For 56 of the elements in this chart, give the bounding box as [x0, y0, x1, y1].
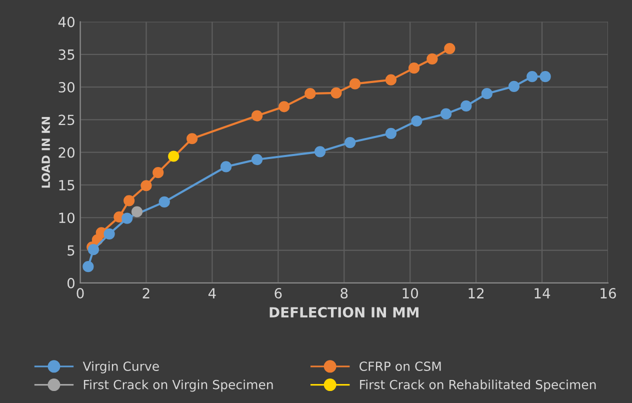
point [481, 88, 492, 100]
point [304, 88, 316, 100]
x-tick-label: 4 [208, 288, 216, 298]
legend-label: CFRP on CSM [360, 362, 441, 371]
x-axis-title: DEFLECTION IN MM [270, 307, 418, 318]
point [385, 128, 397, 139]
point [314, 146, 326, 158]
x-tick-label: 6 [274, 288, 282, 299]
y-tick-label: 0 [67, 278, 74, 288]
point [385, 74, 397, 86]
y-tick-label: 20 [58, 147, 74, 158]
x-tick-label: 16 [600, 288, 616, 299]
point [220, 161, 232, 172]
x-tick-label: 10 [402, 288, 418, 299]
point [344, 136, 356, 148]
point [82, 261, 94, 272]
point [460, 100, 472, 112]
x-tick-label: 8 [340, 288, 348, 299]
point [440, 108, 452, 120]
point [122, 212, 133, 224]
point [251, 110, 263, 122]
point [526, 71, 538, 82]
point [508, 80, 520, 92]
legend-label: First Crack on Virgin Specimen [84, 380, 273, 392]
x-tick-label: 12 [468, 288, 484, 298]
point [186, 133, 198, 144]
y-tick-label: 40 [58, 16, 74, 28]
point [168, 150, 180, 162]
y-tick-label: 25 [58, 114, 74, 126]
point [158, 196, 170, 208]
y-tick-label: 15 [59, 180, 74, 190]
point [88, 244, 100, 256]
point [444, 42, 456, 54]
legend-label: Virgin Curve [82, 361, 159, 374]
point [152, 167, 164, 178]
point [124, 195, 135, 206]
point [104, 228, 115, 240]
y-axis-title: LOAD IN KN [42, 116, 50, 188]
x-tick-label: 0 [76, 288, 84, 299]
point [411, 115, 422, 127]
y-tick-label: 30 [58, 82, 74, 93]
x-tick-label: 2 [142, 288, 150, 298]
point [426, 53, 438, 65]
point [278, 101, 290, 112]
y-tick-label: 5 [68, 245, 74, 256]
x-tick-label: 14 [534, 288, 550, 298]
point [330, 87, 342, 98]
y-tick-label: 10 [59, 212, 74, 224]
y-tick-label: 35 [58, 49, 74, 60]
point [540, 71, 551, 82]
point [251, 154, 263, 166]
point [131, 206, 143, 218]
legend-label: First Crack on Rehabilitated Specimen [360, 380, 596, 392]
point [408, 62, 420, 74]
point [349, 78, 361, 90]
point [140, 180, 152, 192]
